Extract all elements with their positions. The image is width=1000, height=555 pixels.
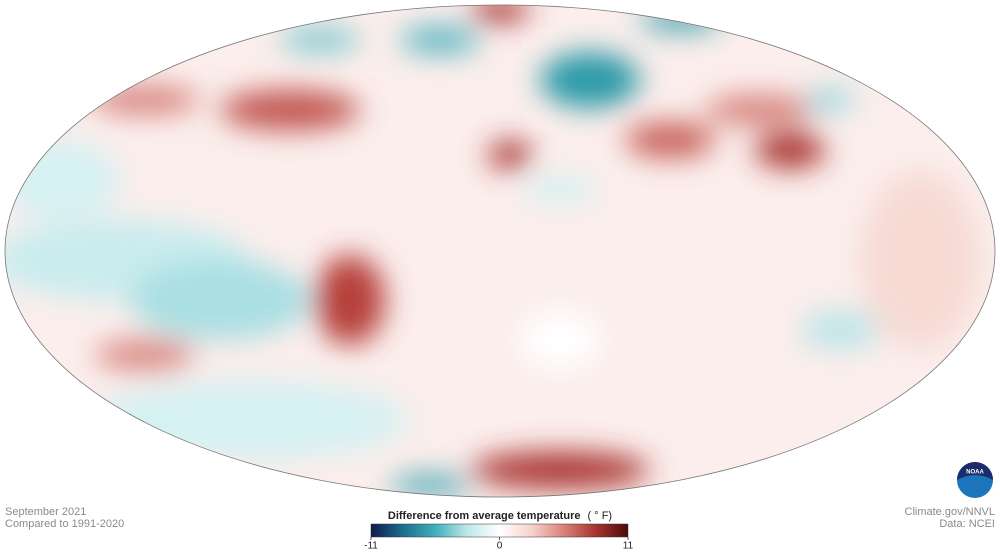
colorbar-tick-label: 11 [623,541,634,552]
noaa-logo: NOAA [957,462,993,498]
colorbar-tick-label: 0 [497,541,503,552]
legend-heading: Difference from average temperature ( ° … [388,510,612,522]
colorbar [370,523,629,538]
legend-unit: ( ° F) [588,510,613,522]
map [5,5,995,497]
source: Data: NCEI [939,518,995,530]
baseline: Compared to 1991-2020 [5,518,124,530]
credit: Climate.gov/NNVL [905,506,995,518]
colorbar-tick-label: -11 [364,541,378,552]
map-outline [4,4,996,498]
legend-title: Difference from average temperature [388,510,581,522]
logo-text: NOAA [966,470,984,476]
date: September 2021 [5,506,86,518]
